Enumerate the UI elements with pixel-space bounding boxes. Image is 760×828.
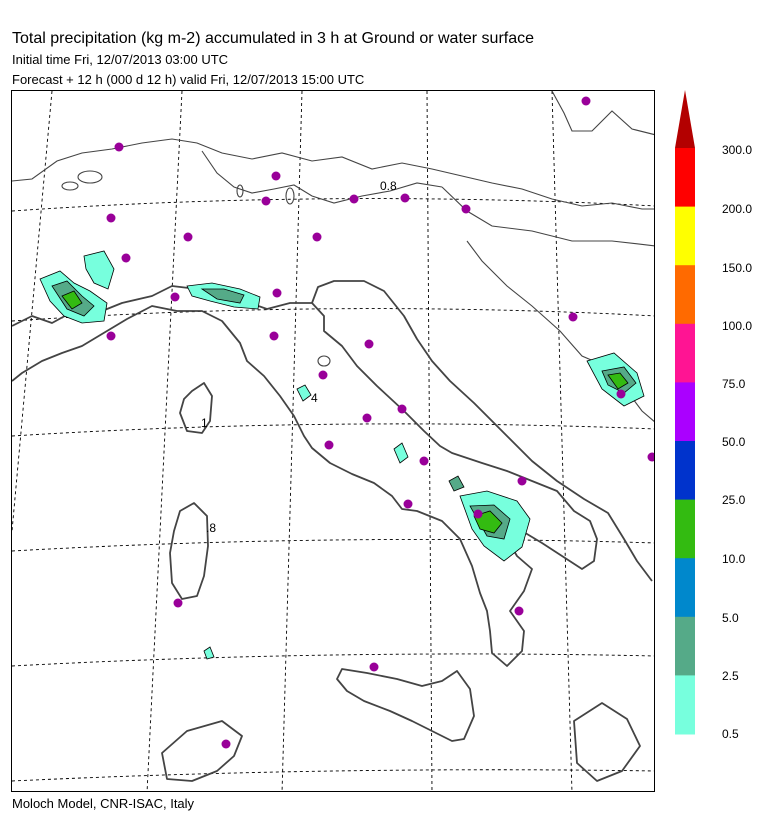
colorbar-label: 200.0 xyxy=(722,202,753,216)
colorbar-label: 50.0 xyxy=(722,435,746,449)
graticule xyxy=(12,91,654,791)
precip-heavy xyxy=(61,290,629,534)
lakes xyxy=(61,170,331,367)
colorbar-segment xyxy=(675,206,695,266)
colorbar-label: 10.0 xyxy=(722,552,746,566)
contour-label: 0.8 xyxy=(380,179,397,193)
initial-time-label: Initial time Fri, 12/07/2013 03:00 UTC xyxy=(12,52,229,67)
colorbar-segment xyxy=(675,675,695,735)
forecast-valid-label: Forecast + 12 h (000 d 12 h) valid Fri, … xyxy=(12,72,365,87)
colorbar-segment xyxy=(675,616,695,676)
colorbar-segment xyxy=(675,499,695,559)
colorbar-label: 100.0 xyxy=(722,319,753,333)
colorbar-label: 75.0 xyxy=(722,377,746,391)
colorbar-segment xyxy=(675,558,695,618)
colorbar-label: 5.0 xyxy=(722,611,739,625)
colorbar-label: 300.0 xyxy=(722,143,753,157)
contour-label: 1 xyxy=(201,416,208,430)
colorbar-arrow xyxy=(675,90,695,148)
map-canvas: 0.8 4 1 .8 xyxy=(12,91,654,791)
colorbar-label: 25.0 xyxy=(722,493,746,507)
coastlines xyxy=(12,280,653,782)
contour-label: .8 xyxy=(206,521,216,535)
colorbar-segment xyxy=(675,148,695,208)
city-markers xyxy=(106,96,654,749)
colorbar-segment xyxy=(675,441,695,501)
precipitation-map: 0.8 4 1 .8 xyxy=(11,90,655,792)
precip-light xyxy=(39,250,645,660)
colorbar-segment xyxy=(675,382,695,442)
model-credit: Moloch Model, CNR-ISAC, Italy xyxy=(12,796,195,811)
colorbar xyxy=(675,90,695,735)
colorbar-label: 2.5 xyxy=(722,669,739,683)
country-borders xyxy=(12,91,654,423)
colorbar-segment xyxy=(675,323,695,383)
contour-label: 4 xyxy=(311,391,318,405)
colorbar-label: 0.5 xyxy=(722,727,739,741)
colorbar-svg xyxy=(675,90,695,735)
map-title: Total precipitation (kg m-2) accumulated… xyxy=(12,30,535,47)
precip-moderate xyxy=(51,280,637,540)
colorbar-segment xyxy=(675,265,695,325)
colorbar-label: 150.0 xyxy=(722,261,753,275)
